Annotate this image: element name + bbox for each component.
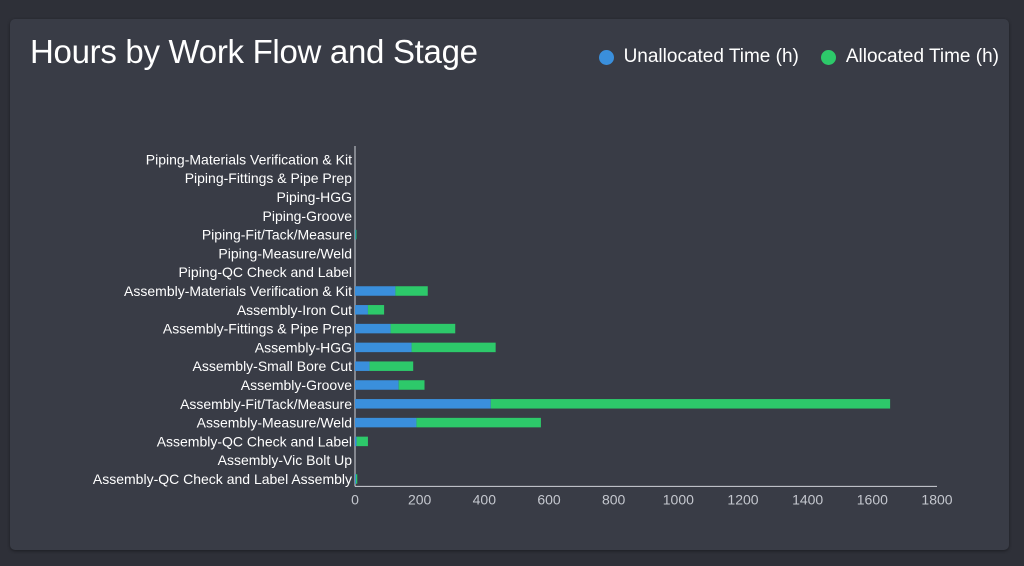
chart-title: Hours by Work Flow and Stage [30, 33, 478, 70]
category-label: Piping-Groove [263, 208, 353, 224]
bar-unallocated [355, 286, 396, 296]
bar-unallocated [355, 229, 356, 240]
x-tick-label: 0 [351, 491, 359, 507]
bar-unallocated [355, 323, 391, 334]
category-label: Assembly-Fit/Tack/Measure [180, 396, 352, 412]
category-label: Assembly-Measure/Weld [197, 415, 352, 431]
x-tick-label: 600 [537, 491, 561, 507]
legend-item-allocated[interactable]: Allocated Time (h) [820, 46, 999, 68]
category-label: Piping-QC Check and Label [178, 264, 352, 280]
bar-allocated [416, 417, 541, 428]
bar-allocated [356, 436, 368, 447]
category-label: Assembly-Vic Bolt Up [218, 452, 353, 468]
category-label: Assembly-QC Check and Label Assembly [93, 471, 352, 487]
bar-allocated [390, 323, 456, 334]
category-label: Assembly-Small Bore Cut [193, 358, 353, 374]
legend-swatch-allocated [820, 49, 836, 65]
category-label: Piping-Fittings & Pipe Prep [185, 170, 353, 186]
x-tick-label: 1000 [663, 491, 694, 507]
bar-unallocated [355, 361, 370, 371]
bar-allocated [395, 286, 428, 296]
bar-unallocated [355, 399, 491, 409]
bar-allocated [355, 229, 357, 240]
legend-swatch-unallocated [598, 49, 614, 65]
legend-label-allocated: Allocated Time (h) [845, 46, 999, 67]
legend-item-unallocated[interactable]: Unallocated Time (h) [598, 46, 799, 68]
bar-unallocated [355, 474, 356, 484]
bar-allocated [411, 342, 496, 353]
category-label: Piping-Measure/Weld [218, 245, 352, 261]
x-tick-label: 800 [602, 491, 626, 507]
x-tick-label: 200 [408, 491, 432, 507]
category-label: Assembly-HGG [255, 339, 352, 355]
bar-allocated [490, 399, 891, 409]
x-tick-label: 1200 [727, 491, 758, 507]
x-tick-label: 1600 [857, 491, 888, 507]
category-label: Assembly-Materials Verification & Kit [124, 283, 352, 299]
x-tick-label: 400 [473, 491, 497, 507]
category-label: Assembly-Fittings & Pipe Prep [163, 321, 352, 337]
bar-unallocated [355, 380, 399, 390]
x-tick-label: 1400 [792, 491, 823, 507]
category-label: Piping-Fit/Tack/Measure [202, 227, 352, 243]
bar-allocated [369, 361, 414, 371]
chart-legend: Unallocated Time (h) Allocated Time (h) [598, 46, 999, 68]
bar-allocated [398, 380, 425, 390]
category-label: Assembly-Iron Cut [237, 302, 352, 318]
bar-unallocated [355, 305, 368, 315]
bar-allocated [367, 305, 385, 315]
bar-allocated [355, 474, 358, 484]
x-tick-label: 1800 [921, 491, 952, 507]
bar-unallocated [355, 342, 412, 353]
category-label: Piping-HGG [277, 189, 352, 205]
category-label: Assembly-Groove [241, 377, 352, 393]
bar-unallocated [355, 417, 417, 428]
bar-unallocated [355, 436, 357, 447]
category-label: Piping-Materials Verification & Kit [146, 151, 352, 167]
chart-card: Hours by Work Flow and Stage Unallocated… [10, 19, 1009, 550]
legend-label-unallocated: Unallocated Time (h) [623, 46, 799, 67]
category-label: Assembly-QC Check and Label [157, 433, 352, 449]
